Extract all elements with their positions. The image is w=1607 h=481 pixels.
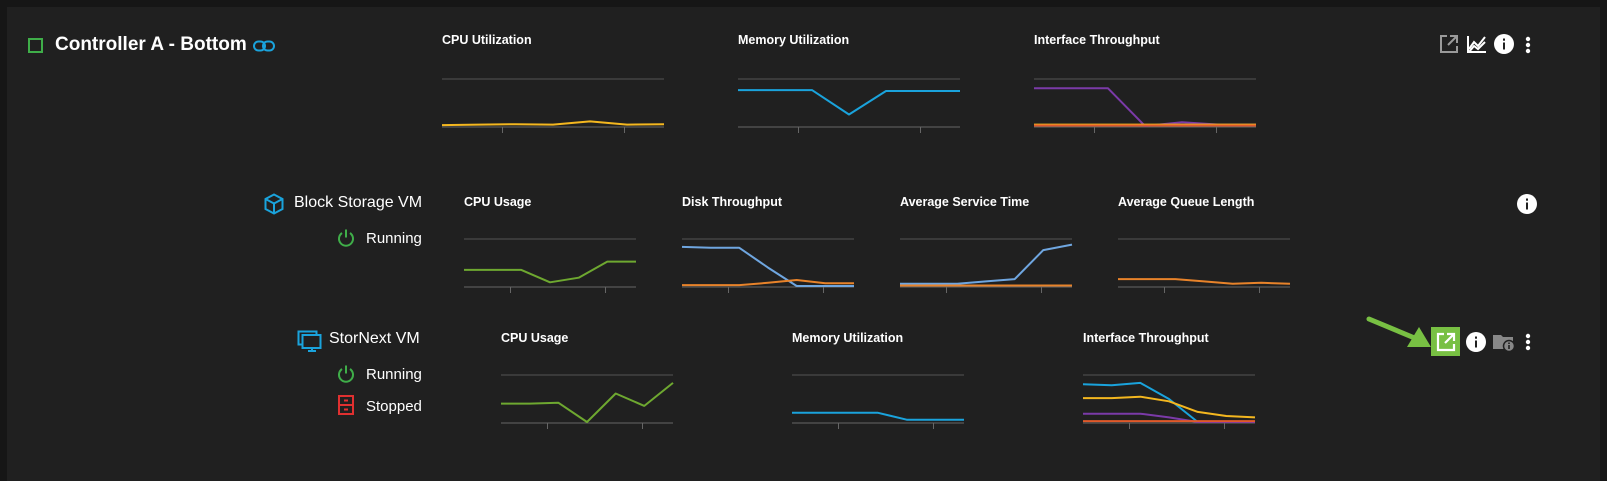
power-icon [335, 363, 357, 385]
open-external-button[interactable] [1431, 327, 1460, 356]
info-icon[interactable] [1516, 193, 1538, 215]
cpu-usage-chart [501, 374, 674, 429]
chart-series-line [501, 382, 674, 423]
status-label-running: Running [366, 230, 422, 247]
chart-title: Interface Throughput [1083, 331, 1209, 345]
open-external-icon [1436, 332, 1455, 351]
chart-series-line [441, 120, 665, 127]
square-outline-icon [28, 38, 43, 53]
chart-series-line [681, 245, 854, 287]
average-service-time-chart [900, 238, 1073, 293]
chart-title: CPU Usage [501, 331, 569, 345]
chart-icon[interactable] [1465, 33, 1489, 55]
more-vert-icon[interactable] [1519, 330, 1537, 354]
vm-name-stornext: StorNext VM [329, 330, 420, 347]
chart-series-line [682, 279, 854, 287]
chart-series-line [738, 89, 960, 116]
chart-title: CPU Utilization [442, 33, 532, 47]
stopped-cabinet-icon [336, 394, 356, 416]
cpu-utilization-chart [441, 78, 665, 133]
folder-info-icon[interactable] [1491, 330, 1517, 354]
controller-panel: Controller A - Bottom Block Storage VM [7, 7, 1600, 481]
memory-utilization-chart [792, 374, 964, 429]
vm-name-block-storage: Block Storage VM [294, 194, 423, 211]
interface-throughput-chart [1034, 78, 1256, 133]
chart-series-line [1083, 395, 1256, 419]
chart-series-line [464, 260, 636, 284]
info-icon[interactable] [1493, 33, 1515, 55]
disk-throughput-chart [681, 238, 854, 293]
memory-utilization-chart [738, 78, 960, 133]
chart-series-line [1118, 278, 1291, 285]
chart-title: Memory Utilization [792, 331, 904, 345]
chart-title: Average Queue Length [1118, 195, 1255, 209]
power-icon [335, 227, 357, 249]
annotation-arrow [1366, 316, 1431, 347]
cpu-usage-chart [464, 238, 636, 293]
open-external-icon[interactable] [1438, 33, 1460, 55]
info-icon[interactable] [1465, 331, 1487, 353]
monitor-icon [297, 329, 323, 353]
chart-series-line [1034, 87, 1256, 127]
interface-throughput-chart [1082, 374, 1256, 429]
chart-title: Memory Utilization [738, 33, 850, 47]
status-label-stopped: Stopped [366, 398, 422, 415]
chart-series-line [900, 243, 1073, 285]
chart-title: CPU Usage [464, 195, 532, 209]
chart-series-line [792, 411, 964, 421]
cube-icon [263, 193, 285, 215]
average-queue-length-chart [1118, 238, 1291, 293]
controller-title: Controller A - Bottom [55, 34, 247, 55]
chart-title: Average Service Time [900, 195, 1030, 209]
chart-title: Disk Throughput [682, 195, 782, 209]
status-label-running: Running [366, 366, 422, 383]
link-icon[interactable] [252, 36, 276, 56]
chart-title: Interface Throughput [1034, 33, 1160, 47]
more-vert-icon[interactable] [1519, 33, 1537, 57]
